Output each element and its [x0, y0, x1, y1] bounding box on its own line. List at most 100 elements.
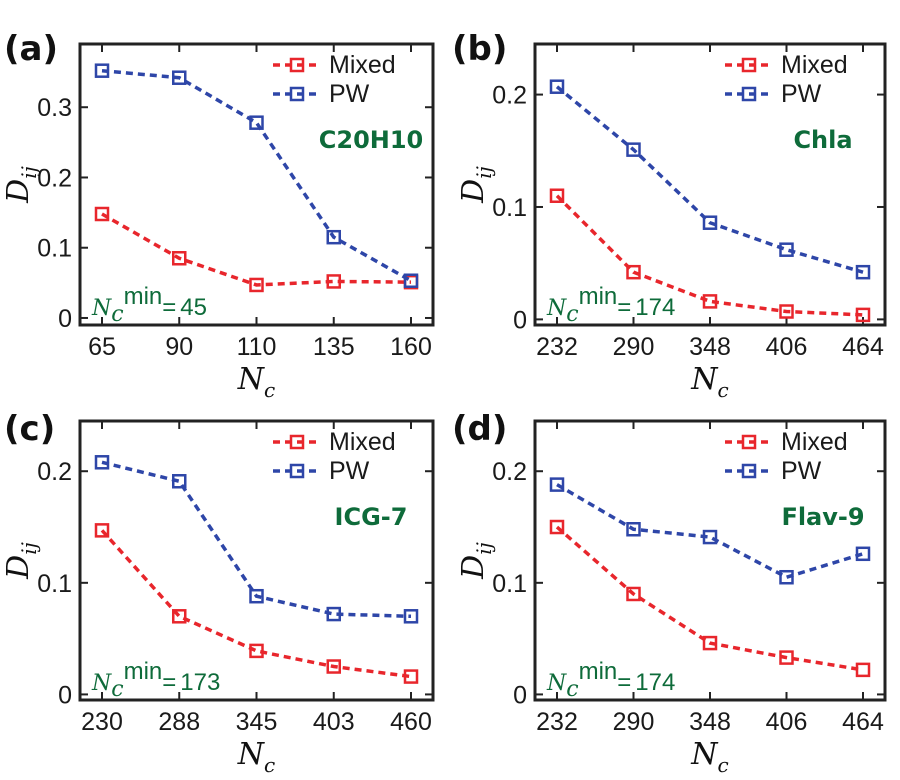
panel-label: (a)	[4, 29, 58, 69]
data-point-mixed	[549, 188, 565, 203]
ncmin-sup: min	[579, 283, 618, 310]
series-line-mixed	[100, 529, 412, 679]
data-point-pw	[855, 264, 871, 280]
axes-frame	[78, 42, 435, 327]
y-tick-label: 0.2	[37, 458, 72, 486]
molecule-label: ICG-7	[335, 503, 408, 531]
legend-marker	[289, 86, 305, 102]
ncmin-value: 173	[180, 669, 220, 696]
data-point-pw	[549, 79, 565, 94]
data-point-pw	[326, 606, 341, 622]
series-line-pw	[555, 85, 864, 274]
x-axis-var: N	[237, 362, 266, 397]
y-axis-var: D	[1, 179, 36, 204]
data-point-mixed	[855, 307, 871, 323]
y-axis-label: Dij	[456, 542, 496, 580]
x-axis-var: N	[237, 737, 266, 772]
ncmin-value: 45	[180, 294, 207, 321]
data-point-pw	[172, 70, 187, 85]
ncmin-value: 174	[635, 294, 675, 321]
data-point-pw	[403, 273, 419, 288]
data-point-pw	[326, 229, 341, 245]
y-axis-label: Dij	[1, 166, 41, 204]
x-axis-sub: c	[718, 753, 729, 777]
x-tick-label: 232	[536, 708, 578, 736]
ncmin-annotation: Ncmin= 174	[546, 658, 675, 702]
y-tick-label: 0	[513, 681, 527, 709]
x-axis-label: Nc	[237, 362, 275, 402]
panel-label: (d)	[452, 409, 507, 449]
ncmin-sub: c	[566, 677, 578, 702]
ncmin-var: N	[91, 296, 112, 321]
molecule-label: Flav-9	[781, 503, 864, 531]
data-point-mixed	[855, 662, 871, 678]
data-point-pw	[779, 242, 794, 257]
ncmin-sub: c	[566, 302, 578, 327]
ncmin-annotation: Ncmin= 45	[91, 283, 207, 327]
y-axis-var: D	[1, 555, 36, 580]
series-line-pw	[101, 68, 412, 283]
x-tick-label: 290	[613, 708, 655, 736]
ncmin-sub: c	[111, 302, 123, 327]
x-axis-label: Nc	[690, 737, 728, 777]
series-line-pw	[101, 460, 412, 619]
series-line-mixed	[101, 212, 412, 287]
panel-label: (b)	[452, 29, 507, 69]
x-tick-label: 403	[313, 708, 355, 736]
x-tick-label: 464	[842, 333, 884, 361]
x-tick-label: 290	[613, 333, 655, 361]
axes-frame	[533, 42, 887, 327]
x-tick-label: 288	[158, 708, 200, 736]
data-point-pw	[249, 115, 264, 130]
axes-frame	[533, 419, 887, 702]
x-tick-label: 135	[313, 333, 355, 361]
x-axis-sub: c	[718, 378, 729, 402]
data-point-mixed	[326, 274, 341, 289]
legend-marker	[289, 57, 305, 73]
series-line-mixed	[555, 194, 864, 317]
x-axis-label: Nc	[237, 737, 275, 777]
x-tick-label: 345	[236, 708, 278, 736]
data-point-mixed	[626, 586, 641, 602]
y-axis-sub: ij	[17, 542, 41, 555]
data-point-mixed	[702, 635, 718, 651]
x-axis-sub: c	[264, 753, 275, 777]
y-axis-var: D	[456, 179, 491, 204]
data-point-mixed	[702, 294, 718, 309]
y-tick-label: 0.1	[492, 194, 527, 222]
legend-label: Mixed	[781, 51, 848, 79]
ncmin-value: 174	[635, 669, 675, 696]
data-point-mixed	[172, 251, 187, 266]
x-tick-label: 90	[165, 333, 193, 361]
data-point-pw	[249, 588, 264, 604]
ncmin-var: N	[91, 671, 112, 696]
legend-marker	[289, 463, 305, 479]
ncmin-sup: min	[124, 658, 163, 685]
y-tick-label: 0	[58, 305, 72, 333]
y-axis-sub: ij	[472, 542, 496, 555]
data-point-mixed	[626, 264, 641, 280]
y-tick-label: 0.1	[37, 235, 72, 263]
x-tick-label: 406	[766, 708, 808, 736]
ncmin-eq: =	[162, 669, 176, 696]
x-axis-label: Nc	[690, 362, 728, 402]
ncmin-eq: =	[617, 294, 631, 321]
x-tick-label: 460	[390, 708, 432, 736]
legend-label: PW	[781, 457, 822, 485]
data-point-mixed	[549, 519, 565, 535]
ncmin-var: N	[546, 671, 567, 696]
x-tick-label: 464	[842, 708, 884, 736]
legend-marker	[741, 86, 757, 102]
y-tick-label: 0.1	[37, 570, 72, 598]
legend-label: PW	[781, 80, 822, 108]
data-point-pw	[779, 569, 794, 585]
data-point-pw	[172, 474, 187, 489]
y-axis-var: D	[456, 555, 491, 580]
y-axis-label: Dij	[1, 542, 41, 580]
data-point-pw	[626, 142, 641, 157]
x-tick-label: 65	[88, 333, 116, 361]
data-point-pw	[702, 529, 718, 545]
